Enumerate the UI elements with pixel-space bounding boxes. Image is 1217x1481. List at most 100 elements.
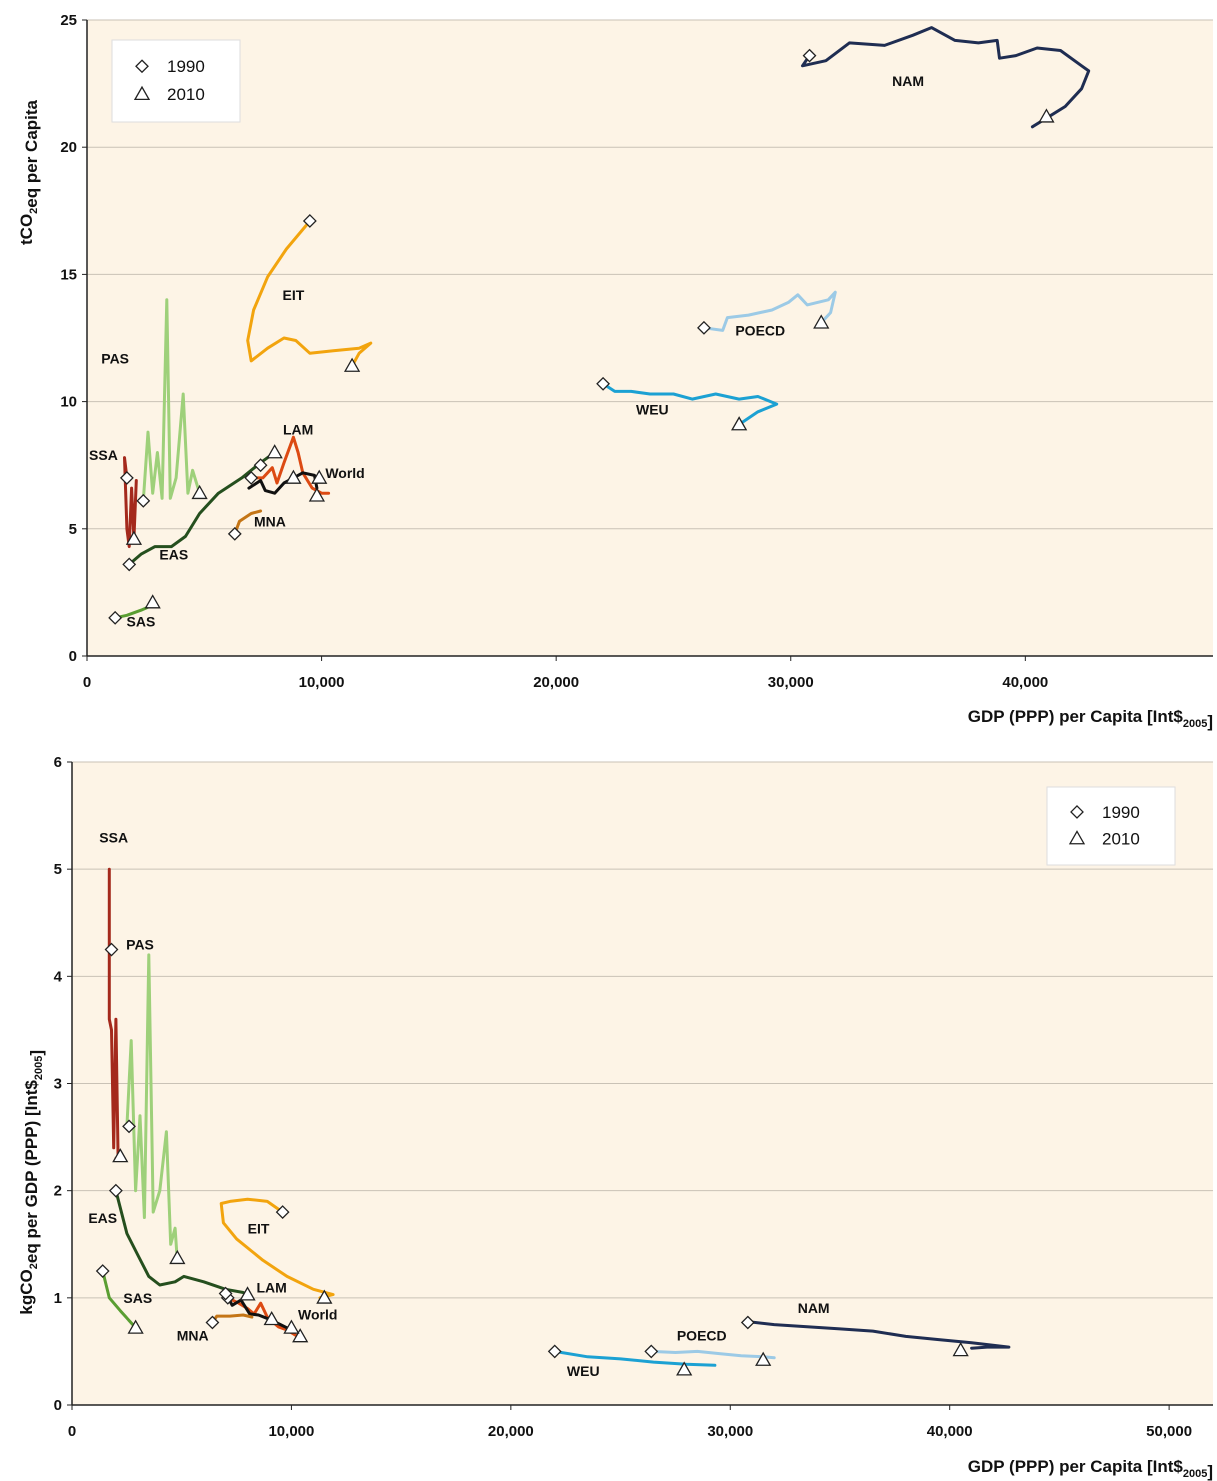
legend-marker-2010 (133, 85, 151, 101)
marker-2010 (1038, 108, 1055, 123)
marker-1990 (95, 1264, 110, 1278)
marker-2010 (125, 530, 143, 545)
series-line-poecd (702, 290, 837, 332)
series-line-weu (601, 382, 779, 426)
y-tick-label: 3 (54, 1076, 62, 1093)
series-line-mna (210, 1313, 254, 1324)
marker-2010 (813, 314, 830, 329)
legend: 1990 2010 (111, 39, 241, 123)
marker-1990 (136, 493, 151, 508)
marker-1990 (108, 610, 123, 625)
marker-2010 (263, 1310, 280, 1326)
legend-box (111, 39, 241, 123)
x-tick-label: 20,000 (488, 1423, 534, 1440)
legend-box (1046, 786, 1176, 866)
y-tick-label: 0 (69, 648, 77, 665)
series-label-pas: PAS (126, 937, 154, 953)
series-line-weu (553, 1349, 717, 1367)
series-line-nam (801, 26, 1091, 129)
marker-1990 (644, 1344, 659, 1359)
marker-2010 (283, 1319, 300, 1334)
y-tick-label: 10 (60, 394, 77, 411)
marker-2010 (343, 357, 361, 372)
marker-2010 (311, 469, 328, 484)
x-tick-label: 10,000 (268, 1423, 314, 1440)
y-tick-label: 2 (54, 1183, 62, 1200)
series-label-world: World (325, 465, 364, 481)
marker-1990 (697, 320, 711, 335)
y-tick-label: 5 (54, 861, 62, 878)
marker-1990 (547, 1344, 562, 1359)
series-label-mna: MNA (254, 513, 286, 529)
series-label-eas: EAS (159, 546, 188, 562)
y-axis-label: tCO2eq per Capita (17, 99, 41, 245)
marker-1990 (104, 942, 119, 957)
marker-1990 (227, 526, 242, 541)
marker-1990 (802, 48, 817, 63)
marker-1990 (108, 1183, 123, 1198)
series-line-ssa (123, 456, 138, 549)
marker-2010 (676, 1361, 693, 1376)
series-label-eas: EAS (88, 1210, 117, 1226)
marker-1990 (740, 1315, 755, 1330)
top-chart-panel: 0 5 10 15 20 25 0 10,000 20,000 30,000 40,000 NAM EI… (17, 12, 1213, 731)
legend-marker-2010 (1068, 830, 1086, 845)
marker-2010 (755, 1351, 772, 1366)
y-tick-label: 4 (54, 968, 63, 985)
series-label-sas: SAS (123, 1290, 152, 1306)
x-tick-label: 50,000 (1146, 1423, 1192, 1440)
x-tick-label: 20,000 (533, 674, 579, 691)
series-label-lam: LAM (283, 422, 313, 438)
series-label-nam: NAM (892, 73, 924, 89)
y-tick-label: 25 (60, 12, 77, 29)
x-tick-label: 40,000 (927, 1423, 973, 1440)
series-label-weu: WEU (567, 1363, 600, 1379)
marker-2010 (731, 416, 748, 431)
series-line-lam (226, 1296, 298, 1337)
x-tick-label: 40,000 (1002, 674, 1048, 691)
y-tick-label: 20 (60, 139, 77, 156)
marker-2010 (316, 1289, 333, 1304)
legend-label-1990: 1990 (167, 57, 205, 76)
series-label-world: World (298, 1306, 337, 1322)
series-line-lam (249, 435, 331, 495)
series-label-pas: PAS (101, 350, 129, 366)
marker-2010 (308, 487, 326, 502)
series-label-eit: EIT (283, 287, 305, 303)
marker-2010 (285, 469, 302, 484)
marker-1990 (218, 1286, 233, 1301)
legend-marker-1990 (1070, 805, 1084, 819)
series-line-eit (219, 1197, 335, 1300)
marker-2010 (952, 1342, 969, 1357)
series-line-mna (233, 509, 263, 536)
legend-label-2010: 2010 (1102, 829, 1140, 848)
series-label-poecd: POECD (677, 1328, 727, 1344)
series-label-mna: MNA (177, 1328, 209, 1344)
y-tick-label: 15 (60, 266, 77, 283)
marker-2010 (292, 1328, 309, 1343)
x-axis-label: GDP (PPP) per Capita [Int$2005] (968, 707, 1213, 731)
x-tick-label: 0 (68, 1423, 76, 1440)
marker-2010 (144, 594, 161, 609)
x-tick-label: 10,000 (299, 674, 345, 691)
marker-1990 (302, 214, 317, 228)
marker-1990 (244, 471, 259, 485)
marker-2010 (169, 1249, 186, 1265)
marker-1990 (122, 1119, 136, 1134)
series-line-eas (127, 451, 277, 566)
series-line-pas (141, 298, 202, 503)
x-axis-label: GDP (PPP) per Capita [Int$2005] (968, 1457, 1213, 1481)
marker-1990 (596, 376, 611, 391)
plot-area (87, 20, 1213, 656)
marker-1990 (122, 557, 137, 572)
y-tick-label: 6 (54, 754, 62, 771)
legend-label-2010: 2010 (167, 85, 205, 104)
series-label-eit: EIT (248, 1221, 270, 1237)
y-tick-label: 5 (69, 521, 77, 538)
marker-1990 (205, 1315, 220, 1330)
bottom-chart-panel: 0 1 2 3 4 5 6 0 10,000 20,000 30,000 40,000 50,000 SS… (17, 754, 1213, 1481)
series-line-eas (114, 1189, 245, 1294)
y-tick-label: 0 (54, 1397, 62, 1414)
series-label-weu: WEU (636, 401, 669, 417)
